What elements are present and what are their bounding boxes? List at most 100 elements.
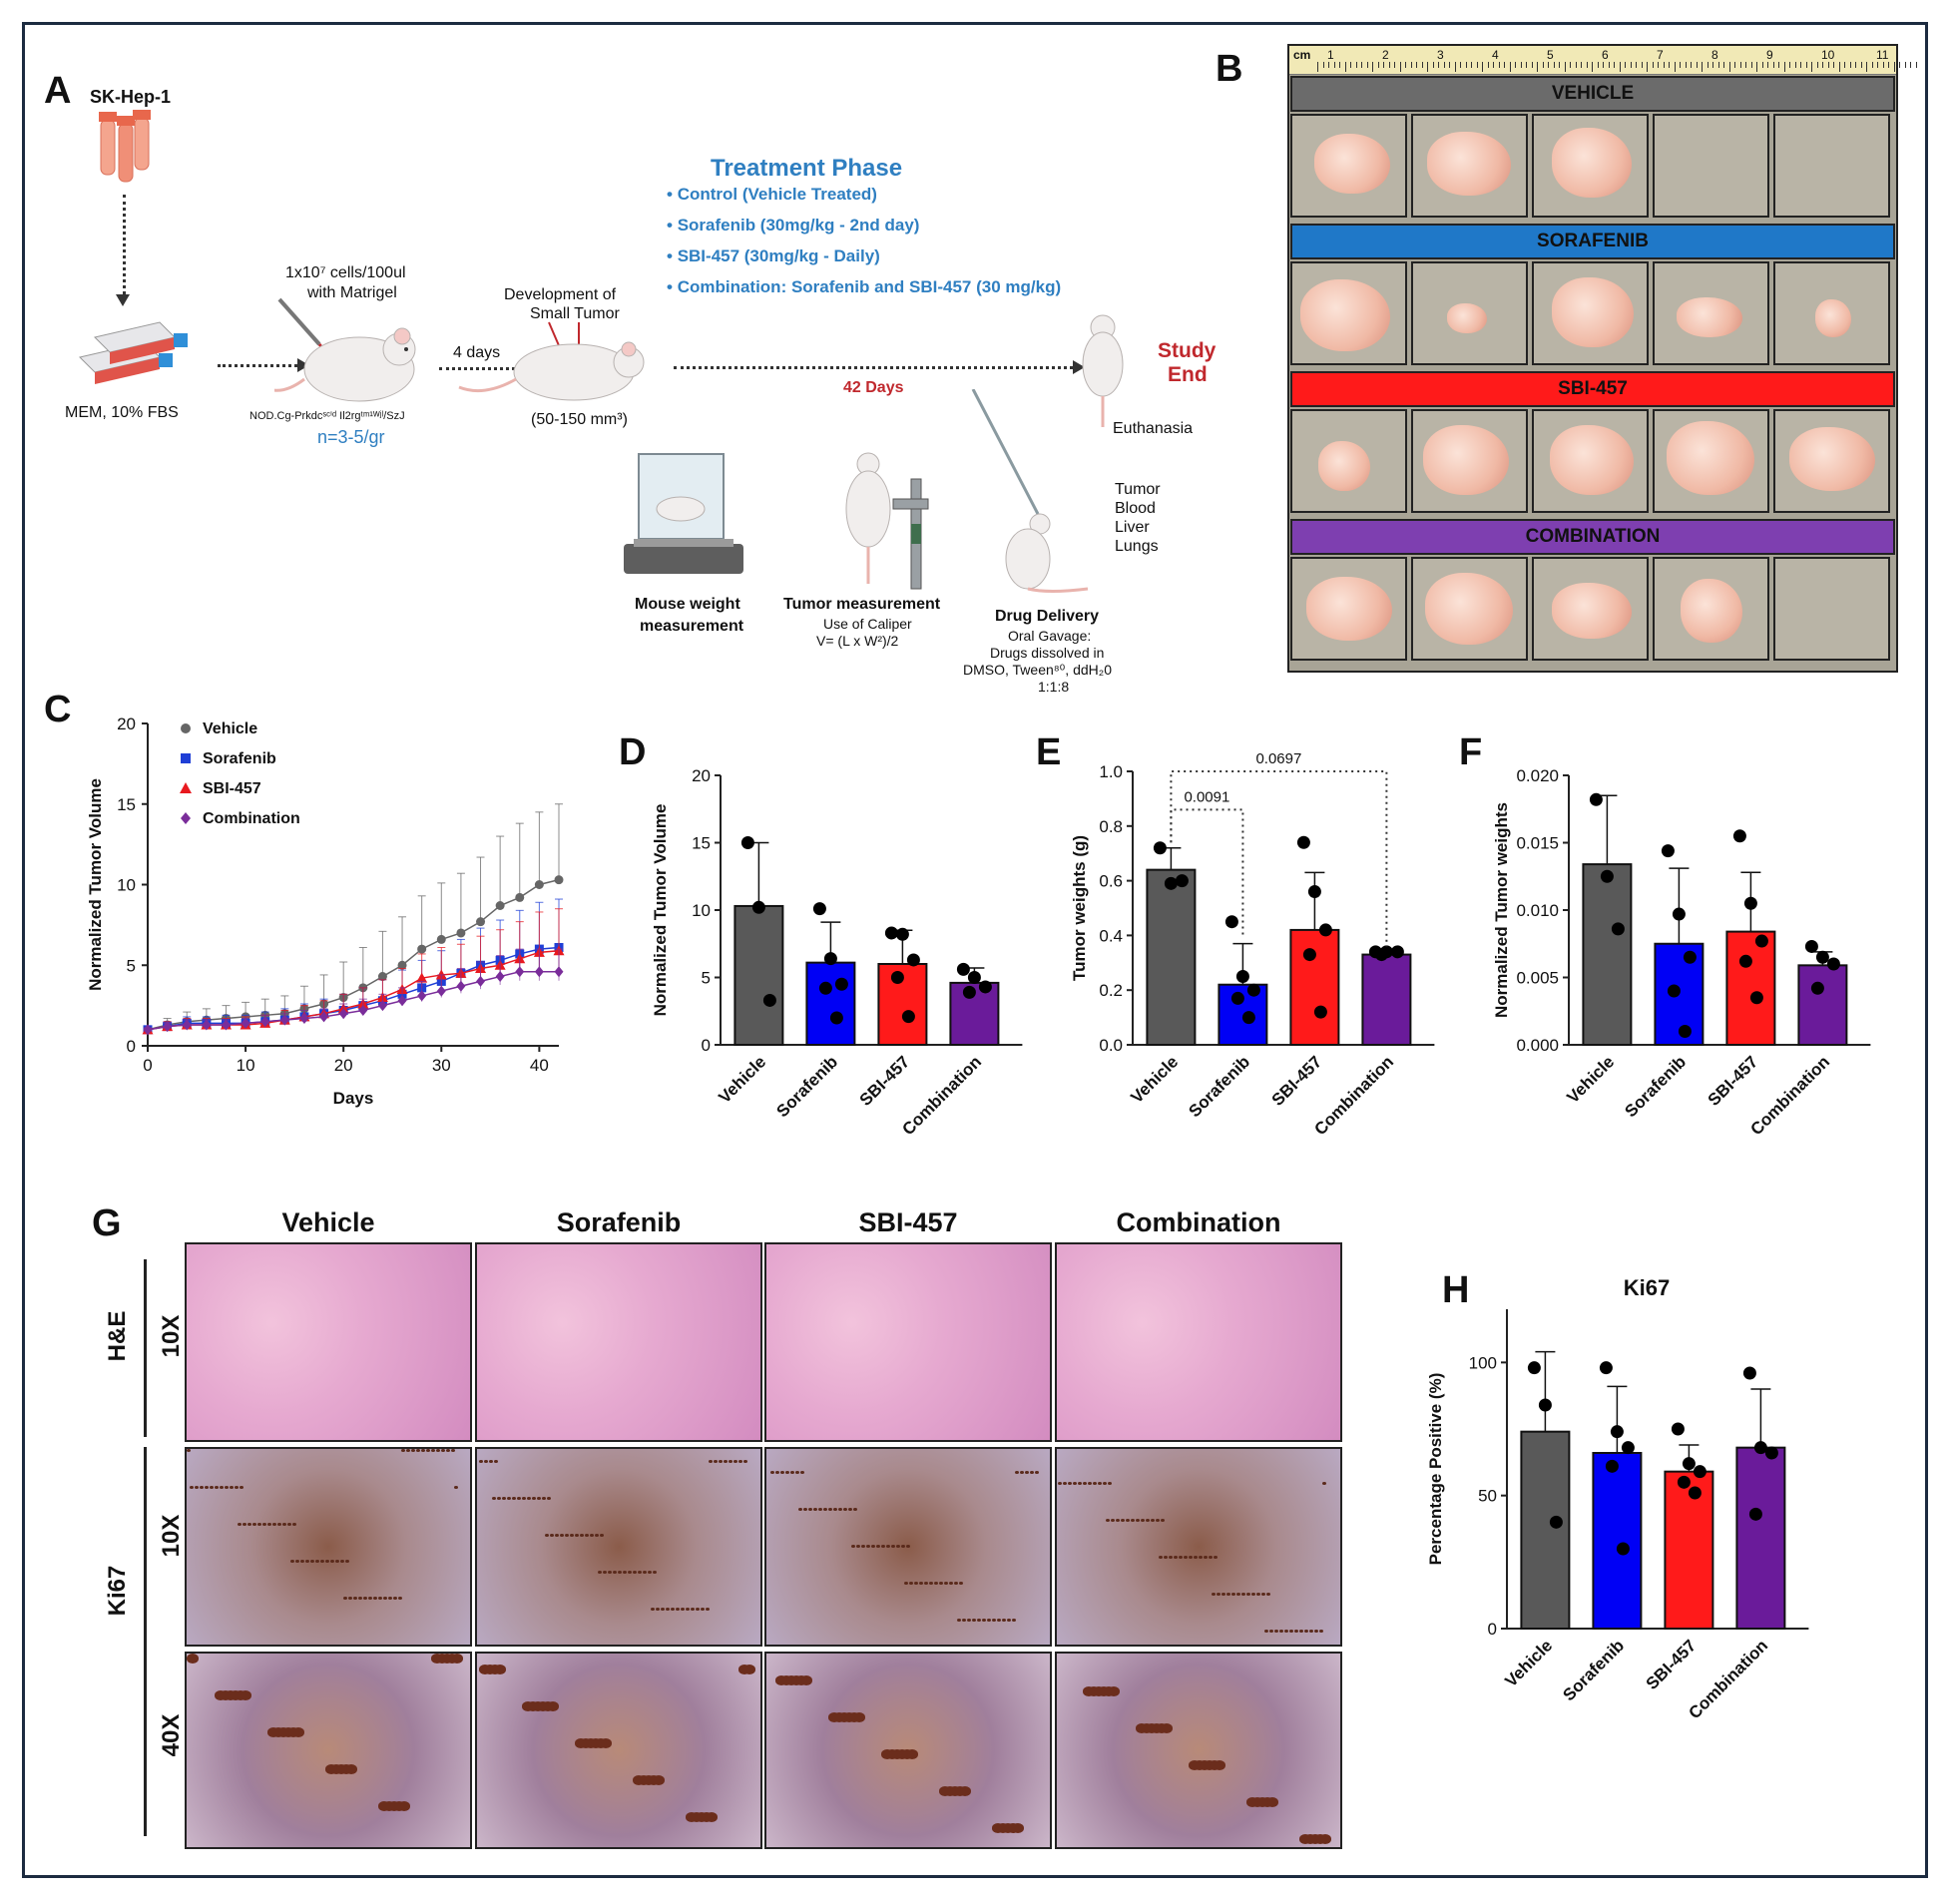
figure-frame — [22, 22, 1928, 1878]
dotted-arrow — [674, 366, 1073, 369]
data-point — [1810, 981, 1824, 995]
stained-nucleus — [215, 1690, 227, 1700]
data-point — [436, 985, 446, 997]
stained-nucleus — [310, 1560, 314, 1564]
stained-nucleus — [1274, 1630, 1278, 1634]
stained-nucleus — [997, 1619, 1001, 1623]
ruler-tick — [1772, 62, 1774, 68]
stained-nucleus — [780, 1471, 784, 1475]
x-tick-label: 30 — [432, 1056, 451, 1075]
data-point — [1224, 915, 1238, 929]
stained-nucleus — [924, 1582, 928, 1586]
tumor-photo-tile — [1653, 114, 1769, 218]
data-point — [740, 836, 754, 849]
y-tick-label: 0.0 — [1099, 1036, 1123, 1055]
data-point — [1742, 1366, 1756, 1380]
series-line — [147, 946, 560, 1031]
data-point — [1313, 1005, 1327, 1019]
ruler-tick-label: 11 — [1876, 48, 1889, 62]
stained-nucleus — [565, 1534, 569, 1538]
ruler-tick — [1553, 62, 1555, 68]
caliper-label: Use of Caliper — [823, 616, 912, 632]
x-axis-label: Days — [333, 1089, 374, 1108]
histology-image — [1055, 1447, 1342, 1647]
development-label-2: Small Tumor — [530, 305, 620, 322]
stained-nucleus — [1231, 1593, 1235, 1597]
stained-nucleus — [575, 1738, 587, 1748]
legend-label: Sorafenib — [203, 750, 276, 767]
stained-nucleus — [277, 1523, 281, 1527]
ruler-tick — [1619, 62, 1621, 72]
histology-image — [185, 1652, 472, 1849]
ruler-tick — [1816, 62, 1818, 68]
bar-sbi-457 — [1725, 930, 1776, 1047]
panel-label-b: B — [1216, 48, 1243, 90]
ruler: cm 1 2 3 4 5 6 7 8 9 10 11 — [1289, 46, 1917, 75]
stained-nucleus — [205, 1486, 209, 1490]
stained-nucleus — [436, 1449, 440, 1453]
ki67-bar-chart: 0 50 100 Percentage Positive (%) Vehicle Sora… — [1426, 1275, 1809, 1722]
stained-nucleus — [982, 1619, 986, 1623]
y-tick-label: 5 — [702, 969, 711, 988]
stained-nucleus — [325, 1764, 337, 1774]
stained-nucleus — [608, 1571, 612, 1575]
data-point — [1683, 950, 1697, 964]
stained-nucleus — [671, 1608, 675, 1612]
data-point — [956, 962, 970, 976]
stained-nucleus — [252, 1523, 256, 1527]
y-tick-label: 15 — [692, 834, 711, 853]
data-point — [1605, 1459, 1619, 1473]
data-point — [834, 977, 848, 991]
stained-nucleus — [633, 1571, 637, 1575]
data-point — [1743, 896, 1757, 910]
treatment-item: • Control (Vehicle Treated) — [667, 185, 877, 204]
tumor-volume-line-chart: 0 5 10 15 20 0 10 20 30 40 Days Normalized Tumor Vo… — [86, 714, 565, 1108]
stained-nucleus — [1116, 1519, 1120, 1523]
ruler-tick — [1531, 62, 1533, 68]
panel-label-f: F — [1459, 731, 1483, 773]
stained-nucleus — [1098, 1482, 1102, 1486]
stained-nucleus — [775, 1675, 787, 1685]
stained-nucleus — [967, 1619, 971, 1623]
histology-image — [764, 1652, 1052, 1849]
y-tick-label: 50 — [1478, 1487, 1497, 1506]
stained-nucleus — [507, 1497, 511, 1501]
ruler-tick — [1520, 62, 1522, 68]
data-point — [1616, 1542, 1630, 1556]
ruler-tick — [1691, 62, 1692, 68]
stained-nucleus — [1217, 1593, 1221, 1597]
tumor-photo-tile — [1532, 557, 1649, 661]
stained-nucleus — [738, 1460, 742, 1464]
data-point — [1374, 948, 1388, 962]
ruler-tick — [1586, 62, 1588, 68]
ruler-tick — [1783, 62, 1785, 72]
stained-nucleus — [1184, 1556, 1188, 1560]
stained-nucleus — [238, 1523, 242, 1527]
y-tick-label: 0 — [702, 1036, 711, 1055]
stained-nucleus — [1083, 1686, 1095, 1696]
stained-nucleus — [909, 1582, 913, 1586]
data-point — [416, 972, 428, 983]
ruler-tick — [1366, 62, 1368, 68]
ruler-tick — [1647, 62, 1648, 72]
ruler-tick — [1652, 62, 1654, 68]
ruler-tick — [1454, 62, 1456, 72]
stained-nucleus — [1199, 1556, 1203, 1560]
ruler-tick-label: 6 — [1602, 48, 1609, 62]
tumor-specimen — [1425, 573, 1513, 645]
ruler-tick — [1394, 62, 1395, 68]
data-point — [495, 900, 505, 910]
legend-label: Vehicle — [203, 720, 257, 737]
data-point — [751, 900, 765, 914]
stained-nucleus — [1251, 1593, 1255, 1597]
data-point — [554, 875, 564, 885]
stained-nucleus — [1088, 1482, 1092, 1486]
data-point — [1732, 829, 1746, 843]
histology-image — [1055, 1652, 1342, 1849]
data-point — [319, 1011, 329, 1023]
data-point — [456, 980, 466, 992]
stained-nucleus — [225, 1486, 229, 1490]
stained-nucleus — [813, 1508, 817, 1512]
data-point — [1235, 970, 1249, 983]
stained-nucleus — [1194, 1556, 1198, 1560]
